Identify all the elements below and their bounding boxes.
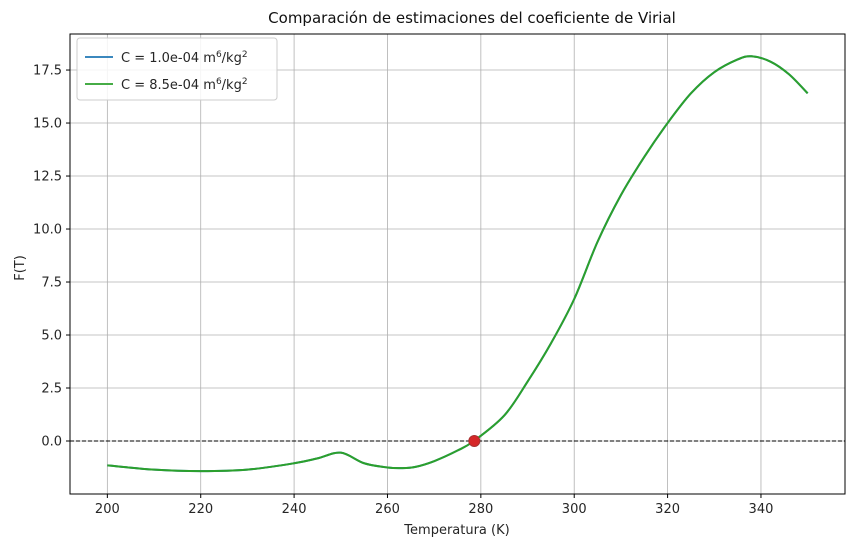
marker-layer xyxy=(468,435,481,448)
x-axis-title: Temperatura (K) xyxy=(403,523,509,538)
y-tick-label: 2.5 xyxy=(41,382,62,397)
y-tick-label: 15.0 xyxy=(33,117,62,132)
legend-label-series-1: C = 1.0e-04 m6/kg2 xyxy=(121,50,248,66)
grid-lines xyxy=(70,34,845,494)
x-tick-label: 240 xyxy=(282,502,307,517)
y-tick-label: 5.0 xyxy=(41,329,62,344)
legend-entry-2: C = 8.5e-04 m6/kg2 xyxy=(85,77,248,93)
y-axis-title: F(T) xyxy=(13,255,28,281)
y-tick-label: 17.5 xyxy=(33,64,62,79)
y-tick-label: 12.5 xyxy=(33,170,62,185)
x-tick-label: 320 xyxy=(655,502,680,517)
x-tick-label: 280 xyxy=(468,502,493,517)
series-line-1 xyxy=(107,55,809,473)
x-tick-label: 300 xyxy=(562,502,587,517)
root-marker xyxy=(468,435,481,448)
x-tick-label: 220 xyxy=(188,502,213,517)
x-tick-label: 340 xyxy=(749,502,774,517)
chart-title: Comparación de estimaciones del coeficie… xyxy=(268,9,676,27)
legend-label-series-2: C = 8.5e-04 m6/kg2 xyxy=(121,77,248,93)
plot-frame xyxy=(69,33,846,495)
series-layer xyxy=(70,55,845,473)
y-tick-label: 7.5 xyxy=(41,276,62,291)
legend: C = 1.0e-04 m6/kg2 C = 8.5e-04 m6/kg2 xyxy=(76,37,278,101)
x-tick-label: 200 xyxy=(95,502,120,517)
series-line-2 xyxy=(107,55,809,473)
x-tick-label: 260 xyxy=(375,502,400,517)
legend-entry-1: C = 1.0e-04 m6/kg2 xyxy=(85,50,248,66)
y-tick-label: 0.0 xyxy=(41,435,62,450)
legend-box xyxy=(76,37,278,101)
axis-ticks: 200 220 240 260 280 300 320 340 0.0 2.5 5.0 7.5 10.0… xyxy=(33,64,773,517)
y-tick-label: 10.0 xyxy=(33,223,62,238)
